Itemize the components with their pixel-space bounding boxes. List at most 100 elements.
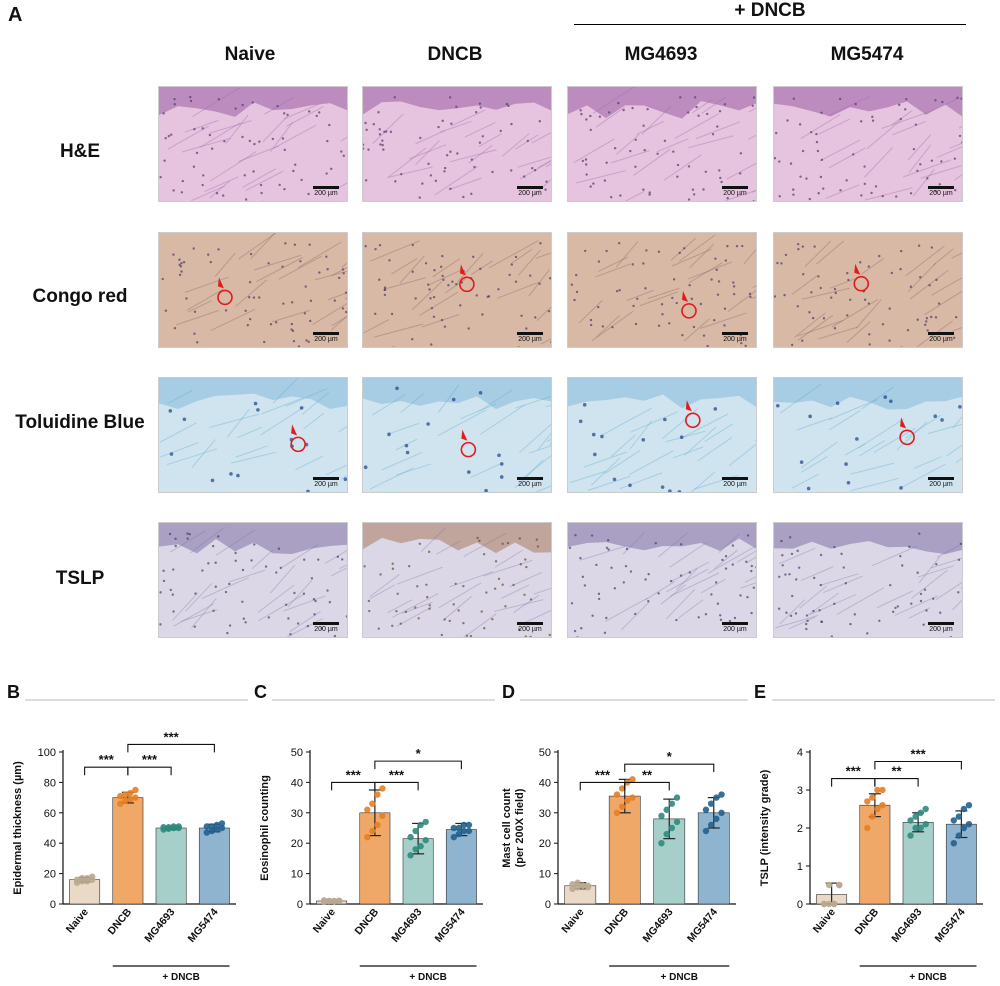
data-point	[869, 794, 876, 801]
y-tick-label: 3	[797, 785, 803, 797]
significance-label: ***	[142, 752, 158, 767]
micrograph-toluidine-blue-mg4693: 200 µm	[567, 377, 757, 493]
data-point	[907, 817, 914, 824]
cell-marker-circle	[290, 436, 306, 453]
cell-marker-arrow	[685, 400, 692, 412]
significance-label: ***	[99, 752, 115, 767]
data-point	[330, 898, 338, 905]
chart-letter: E	[754, 682, 766, 702]
data-point	[618, 785, 626, 792]
scale-bar-label: 200 µm	[314, 481, 338, 488]
scale-bar-label: 200 µm	[723, 336, 747, 343]
scale-bar-label: 200 µm	[314, 336, 338, 343]
data-point	[175, 823, 182, 830]
micrograph-he-mg5474: 200 µm	[773, 86, 963, 202]
y-tick-label: 0	[797, 899, 803, 911]
data-point	[569, 881, 576, 888]
scale-bar: 200 µm	[313, 622, 339, 633]
significance-label: **	[891, 764, 902, 779]
scale-bar-label: 200 µm	[314, 626, 338, 633]
y-tick-label: 30	[539, 808, 551, 820]
data-point	[374, 821, 381, 829]
data-point	[460, 821, 468, 829]
significance-bracket	[127, 743, 215, 753]
data-point	[132, 794, 139, 801]
y-tick-label: 20	[44, 869, 56, 881]
y-tick-label: 1	[797, 861, 803, 873]
y-tick-label: 80	[44, 777, 56, 789]
row-header-he: H&E	[59, 141, 101, 162]
data-point	[864, 798, 871, 805]
data-point	[922, 821, 929, 828]
scale-bar: 200 µm	[313, 186, 339, 197]
scale-bar-label: 200 µm	[518, 190, 542, 197]
data-point	[203, 829, 211, 836]
data-point	[960, 805, 968, 813]
y-tick-label: 20	[291, 838, 303, 850]
data-point	[88, 873, 96, 880]
row-header-toluidine-blue: Toluidine Blue	[15, 412, 145, 433]
data-point	[702, 827, 710, 835]
y-axis-label: Mast cell count	[501, 788, 513, 868]
data-point	[907, 832, 914, 839]
data-point	[450, 824, 458, 832]
data-point	[122, 791, 129, 798]
data-point	[874, 786, 881, 794]
micrograph-toluidine-blue-dncb: 200 µm	[362, 377, 552, 493]
y-tick-label: 0	[297, 899, 303, 911]
data-point	[422, 836, 429, 844]
y-tick-label: 2	[797, 823, 803, 835]
significance-label: ***	[164, 729, 180, 744]
category-label: Naive	[811, 906, 838, 935]
scale-bar-label: 200 µm	[518, 481, 542, 488]
chart-panel-d: D 0 10 20 30 40 50 Mast cell count (per 200X fie…	[500, 680, 750, 983]
y-tick-label: 60	[44, 808, 56, 820]
data-point	[465, 821, 473, 829]
cell-marker-circle	[685, 412, 701, 429]
data-point	[335, 897, 343, 904]
y-axis-label: TSLP (intensity grade)	[759, 769, 771, 886]
significance-bracket	[624, 763, 715, 773]
micrograph-congo-red-mg4693: 200 µm	[567, 232, 757, 348]
data-point	[165, 824, 172, 831]
data-point	[965, 821, 973, 828]
data-point	[412, 846, 419, 853]
y-tick-label: 40	[291, 777, 303, 789]
scale-bar: 200 µm	[928, 622, 954, 633]
dncb-group-line	[574, 24, 966, 25]
micrograph-congo-red-dncb: 200 µm	[362, 232, 552, 348]
data-point	[879, 802, 886, 809]
category-label: Naive	[64, 906, 91, 935]
chart-letter: C	[254, 682, 267, 702]
scale-bar-label: 200 µm	[723, 190, 747, 197]
y-tick-label: 50	[291, 747, 303, 759]
cell-marker-arrow	[291, 424, 298, 436]
micrograph-he-naive: 200 µm	[158, 86, 348, 202]
data-point	[132, 786, 139, 794]
category-label: MG4693	[389, 906, 424, 945]
y-tick-label: 50	[539, 747, 551, 759]
significance-label: ***	[389, 767, 405, 782]
micrograph-toluidine-blue-naive: 200 µm	[158, 377, 348, 493]
data-point	[917, 809, 924, 816]
category-label: MG4693	[640, 906, 675, 945]
cell-marker-arrow	[217, 277, 224, 289]
cell-marker-arrow	[900, 417, 907, 429]
micrograph-congo-red-naive: 200 µm	[158, 232, 348, 348]
data-point	[707, 800, 715, 807]
chart-svg: E 0 1 2 3 4 TSLP (intensity grade) Naive DNCB MG4…	[754, 682, 995, 983]
y-tick-label: 30	[291, 808, 303, 820]
scale-bar: 200 µm	[722, 186, 748, 197]
chart-panel-b: B 0 20 40 60 80 100 Epidermal thickness (µm) Nai…	[5, 680, 250, 983]
cell-marker-circle	[899, 429, 915, 446]
data-point	[613, 791, 621, 798]
data-point	[965, 802, 973, 809]
significance-bracket	[374, 760, 462, 770]
data-point	[917, 824, 924, 832]
category-label: DNCB	[352, 906, 381, 937]
scale-bar-label: 200 µm	[518, 336, 542, 343]
data-point	[820, 900, 828, 908]
data-point	[663, 806, 670, 813]
data-point	[702, 806, 710, 813]
data-point	[825, 881, 833, 889]
